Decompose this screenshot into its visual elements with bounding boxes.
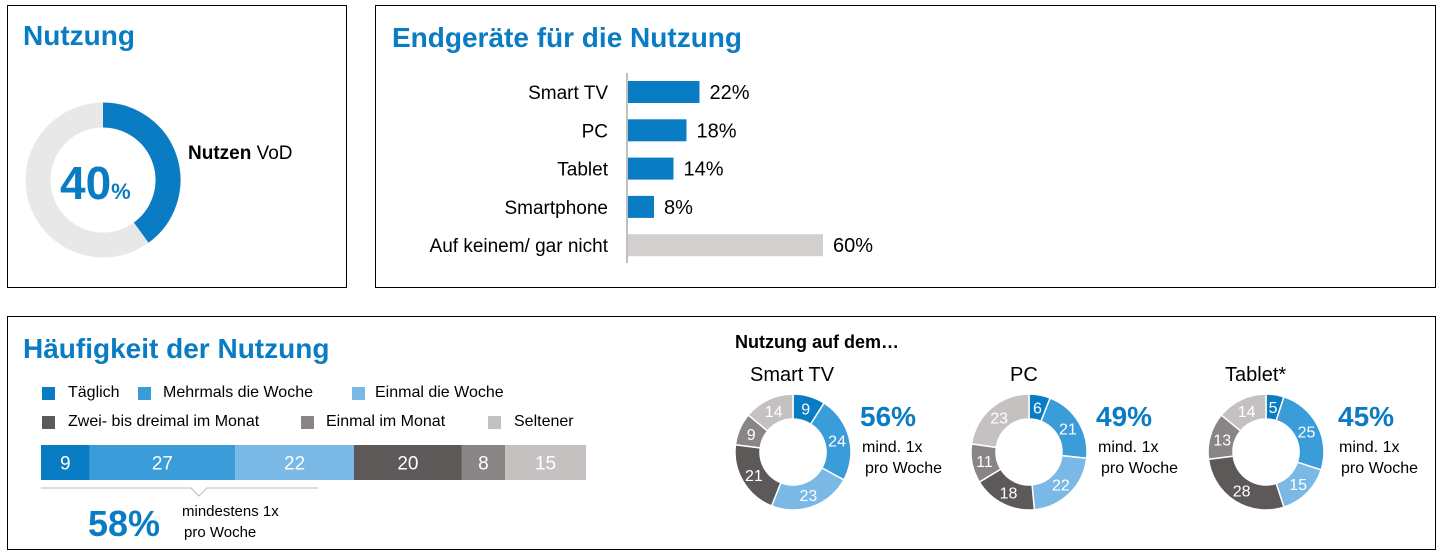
donut-slice-label: 9 <box>801 401 810 418</box>
endgeraete-value-label: 14% <box>684 159 724 181</box>
haeufigkeit-segment-label: 20 <box>397 454 418 475</box>
haeufigkeit-segment <box>461 445 506 480</box>
haeufigkeit-segment-label: 22 <box>284 454 305 475</box>
donut-summary-line1-smart-tv: mind. 1x <box>862 439 923 456</box>
legend-swatch-seltener <box>488 416 501 429</box>
donut-slice-label: 21 <box>1059 421 1077 438</box>
donut-slice-label: 23 <box>800 488 818 505</box>
donut-summary-line1-pc: mind. 1x <box>1098 439 1159 456</box>
donut-slice-label: 24 <box>828 434 846 451</box>
haeufigkeit-stacked-bar: 9 27 22 20 8 15 <box>41 445 586 497</box>
legend-label-einmal-monat: Einmal im Monat <box>326 413 446 430</box>
donut-slice-label: 15 <box>1289 477 1307 494</box>
endgeraete-category-label: PC <box>582 121 608 142</box>
nutzung-donut-arc <box>102 102 181 243</box>
panel-endgeraete: Endgeräte für die Nutzung Smart TV 22% PC 1… <box>375 5 1436 288</box>
endgeraete-value-label: 8% <box>664 197 693 219</box>
haeufigkeit-segment-label: 9 <box>60 454 71 475</box>
haeufigkeit-title: Häufigkeit der Nutzung <box>23 333 330 364</box>
haeufigkeit-summary-value: 58% <box>88 503 161 544</box>
donut-slice-label: 5 <box>1269 400 1278 417</box>
donut-title-smart-tv: Smart TV <box>750 364 835 386</box>
donut-slice-label: 21 <box>745 468 763 485</box>
donut-slice <box>747 393 794 433</box>
donut-slice-label: 25 <box>1298 424 1316 441</box>
haeufigkeit-segment-label: 15 <box>535 454 556 475</box>
donut-summary-line1-tablet: mind. 1x <box>1339 439 1400 456</box>
legend-swatch-taeglich <box>42 387 55 400</box>
endgeraete-bar-chart: Smart TV 22% PC 18% Tablet 14% Smartphone 8% Auf… <box>430 73 873 263</box>
endgeraete-bar <box>628 119 687 142</box>
endgeraete-category-label: Smart TV <box>528 83 608 104</box>
haeufigkeit-summary-line1: mindestens 1x <box>182 503 279 520</box>
endgeraete-bar <box>628 157 674 180</box>
nutzung-donut <box>25 102 181 258</box>
donut-slice-label: 23 <box>990 411 1008 428</box>
device-donut-charts: 9 24 23 21 9 14 6 21 22 18 11 23 5 25 15 28 13 14 <box>734 393 1325 511</box>
donut-summary-line2-pc: pro Woche <box>1101 460 1179 477</box>
endgeraete-bar <box>628 81 700 103</box>
legend-label-zwei-drei: Zwei- bis dreimal im Monat <box>68 413 260 430</box>
donut-slice-label: 14 <box>765 404 783 421</box>
legend-swatch-mehrmals <box>138 387 151 400</box>
haeufigkeit-segment <box>505 445 586 480</box>
haeufigkeit-segment <box>89 445 236 480</box>
endgeraete-category-label: Auf keinem/ gar nicht <box>430 236 609 257</box>
nutzung-value: 40% <box>60 156 131 210</box>
nutzung-title: Nutzung <box>23 20 135 51</box>
endgeraete-category-label: Tablet <box>557 160 608 181</box>
donut-summary-line2-tablet: pro Woche <box>1341 460 1419 477</box>
haeufigkeit-segment <box>41 445 90 480</box>
endgeraete-bar <box>628 234 823 257</box>
donut-section-title: Nutzung auf dem… <box>735 332 899 352</box>
haeufigkeit-segment-label: 27 <box>152 454 173 475</box>
donut-summary-value-tablet: 45% <box>1338 401 1395 432</box>
endgeraete-value-label: 60% <box>833 235 873 257</box>
nutzung-value-number: 40 <box>60 157 112 209</box>
nutzung-label: Nutzen VoD <box>188 143 293 165</box>
donut-slice-label: 11 <box>976 454 993 471</box>
donut-slice-label: 6 <box>1033 400 1042 417</box>
endgeraete-title: Endgeräte für die Nutzung <box>392 22 742 53</box>
donut-slice-label: 18 <box>1000 486 1018 503</box>
donut-slice-label: 22 <box>1052 477 1070 494</box>
endgeraete-bar <box>628 195 654 218</box>
haeufigkeit-bracket <box>41 487 318 497</box>
panel-haeufigkeit: Häufigkeit der Nutzung Täglich Mehrmals … <box>7 316 1436 550</box>
legend-label-einmal-woche: Einmal die Woche <box>375 384 504 401</box>
donut-summary-line2-smart-tv: pro Woche <box>865 460 943 477</box>
donut-slice-label: 28 <box>1233 483 1251 500</box>
panel-nutzung: Nutzung 40% Nutzen VoD <box>7 5 347 288</box>
nutzung-label-bold: Nutzen <box>188 143 252 164</box>
donut-slice <box>1220 393 1267 433</box>
donut-title-pc: PC <box>1010 364 1038 386</box>
endgeraete-value-label: 22% <box>710 82 750 104</box>
donut-title-tablet: Tablet* <box>1225 364 1287 386</box>
nutzung-label-rest: VoD <box>251 143 293 164</box>
legend-swatch-einmal-monat <box>301 416 314 429</box>
endgeraete-category-label: Smartphone <box>504 198 608 219</box>
donut-summary-value-pc: 49% <box>1096 401 1153 432</box>
nutzung-value-unit: % <box>111 179 131 204</box>
endgeraete-value-label: 18% <box>697 120 737 142</box>
haeufigkeit-segment-label: 8 <box>478 454 489 475</box>
donut-slice <box>970 393 1030 449</box>
legend-label-seltener: Seltener <box>514 413 574 430</box>
haeufigkeit-segment <box>235 445 354 480</box>
legend-label-taeglich: Täglich <box>68 384 120 401</box>
donut-slice-label: 14 <box>1238 404 1256 421</box>
legend-swatch-einmal-woche <box>352 387 365 400</box>
haeufigkeit-summary-line2: pro Woche <box>184 524 257 541</box>
legend-label-mehrmals: Mehrmals die Woche <box>163 384 313 401</box>
donut-slice-label: 13 <box>1213 432 1231 449</box>
donut-slice-label: 9 <box>747 427 756 444</box>
haeufigkeit-segment <box>353 445 462 480</box>
legend-swatch-zwei-drei <box>42 416 55 429</box>
donut-summary-value-smart-tv: 56% <box>860 401 917 432</box>
